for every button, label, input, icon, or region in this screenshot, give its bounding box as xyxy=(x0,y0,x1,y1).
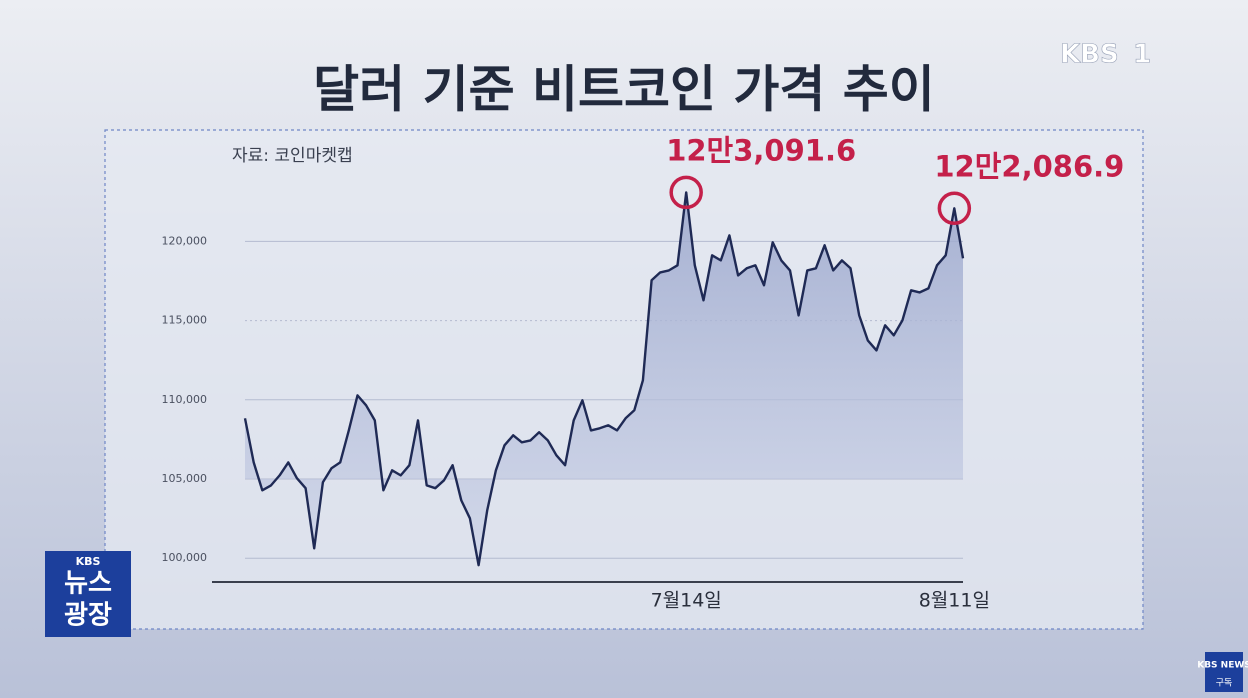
y-tick-label: 100,000 xyxy=(162,551,208,564)
peak-marker xyxy=(937,191,972,226)
chart-title: 달러 기준 비트코인 가격 추이 xyxy=(313,61,935,119)
program-logo-box xyxy=(45,551,131,637)
x-tick-label: 8월11일 xyxy=(919,590,990,612)
program-logo: KBS xyxy=(76,555,101,568)
y-tick-label: 120,000 xyxy=(162,234,208,247)
subscribe-logo: KBS NEWS xyxy=(1197,661,1248,671)
y-tick-label: 115,000 xyxy=(162,314,208,327)
line xyxy=(243,191,965,567)
x-tick-label: 7월14일 xyxy=(651,590,722,612)
peak-marker xyxy=(669,175,703,210)
channel-logo: KBS xyxy=(1060,40,1119,70)
y-tick-label: 105,000 xyxy=(162,472,208,485)
channel-number: 1 xyxy=(1133,40,1151,70)
y-tick-label: 110,000 xyxy=(162,393,208,406)
value-label: 12만3,091.6 xyxy=(666,133,856,167)
program-name: 뉴스 xyxy=(64,569,112,599)
source-note: 자료: 코인마켓캡 xyxy=(232,146,353,166)
program-name: 광장 xyxy=(64,601,112,631)
plot-panel xyxy=(104,129,1144,630)
subscribe-box[interactable] xyxy=(1205,652,1243,692)
subscribe-label[interactable]: 구독 xyxy=(1216,678,1233,689)
value-label: 12만2,086.9 xyxy=(934,149,1124,183)
